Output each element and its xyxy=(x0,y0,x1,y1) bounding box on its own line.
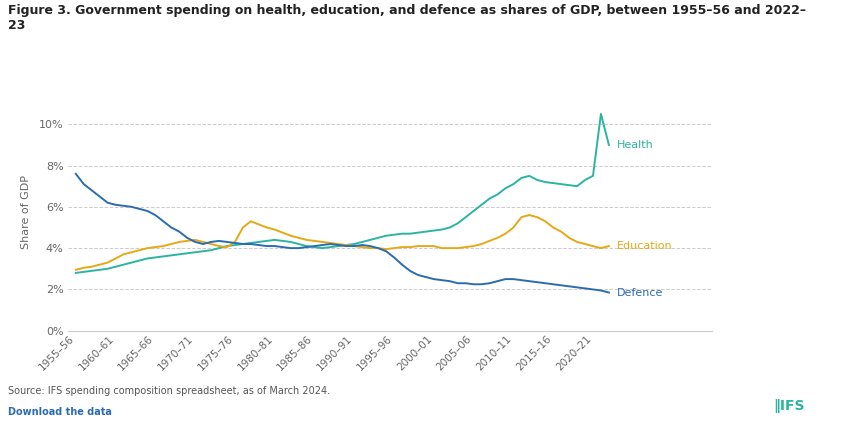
Text: Source: IFS spending composition spreadsheet, as of March 2024.: Source: IFS spending composition spreads… xyxy=(8,386,331,396)
Text: ‖IFS: ‖IFS xyxy=(773,399,805,413)
Text: Education: Education xyxy=(616,241,672,251)
Text: Figure 3. Government spending on health, education, and defence as shares of GDP: Figure 3. Government spending on health,… xyxy=(8,4,806,32)
Text: Download the data: Download the data xyxy=(8,407,112,417)
Text: Health: Health xyxy=(616,140,654,150)
Y-axis label: Share of GDP: Share of GDP xyxy=(20,175,31,249)
Text: Defence: Defence xyxy=(616,287,663,298)
